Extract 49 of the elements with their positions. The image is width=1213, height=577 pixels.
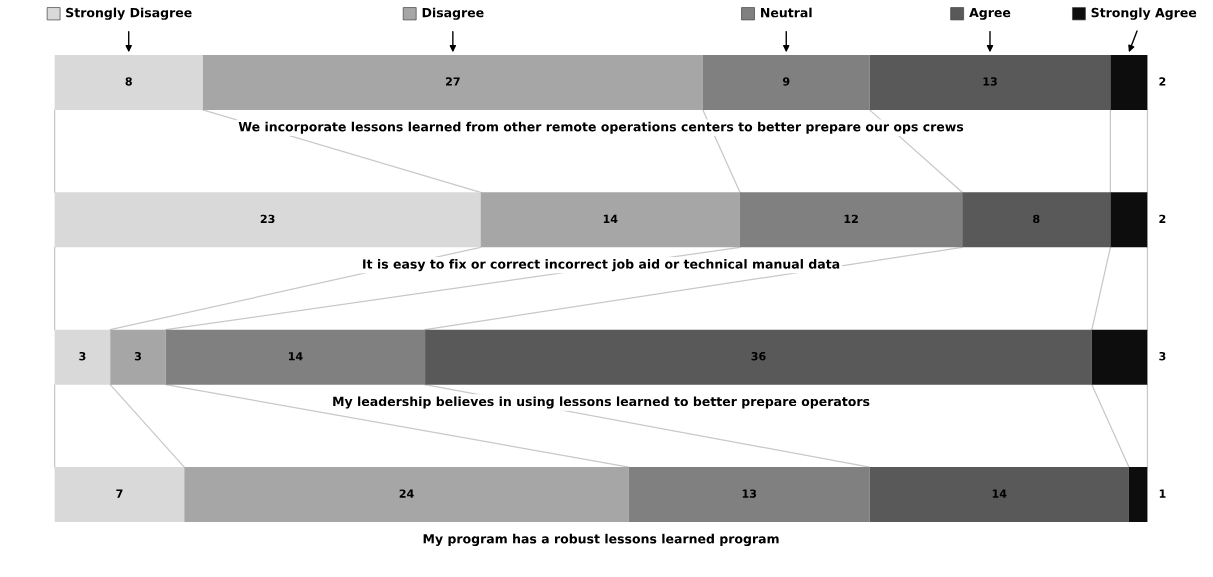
data-label: 9 — [782, 77, 790, 86]
bar — [202, 54, 703, 110]
data-label: 7 — [116, 489, 123, 498]
bar — [184, 467, 629, 523]
bar — [54, 329, 111, 385]
data-label: 14 — [603, 214, 618, 223]
bar — [869, 54, 1111, 110]
bar — [480, 192, 740, 248]
y-tick-label: It is easy to fix or correct incorrect job aid or technical manual data — [363, 259, 840, 272]
bar — [425, 329, 1092, 385]
data-label: 2 — [1159, 214, 1166, 223]
bar — [1110, 192, 1148, 248]
legend-label: Neutral — [761, 7, 812, 18]
bar — [110, 329, 166, 385]
data-label: 36 — [751, 352, 766, 361]
y-tick-label: My leadership believes in using lessons learned to better prepare operators — [333, 396, 870, 409]
legend-label: Strongly Agree — [1091, 7, 1197, 20]
bar — [739, 192, 963, 248]
bar — [1128, 467, 1148, 523]
data-label: 12 — [844, 214, 858, 223]
bar — [628, 467, 870, 523]
data-label: 23 — [260, 214, 275, 224]
data-label: 14 — [288, 352, 303, 361]
y-tick-label: We incorporate lessons learned from other remote operations centers to better prepare our ops crews — [238, 121, 964, 134]
data-label: 13 — [742, 489, 757, 498]
legend-label: Disagree — [422, 7, 484, 20]
data-label: 14 — [992, 489, 1007, 498]
legend-label: Strongly Disagree — [66, 7, 192, 20]
data-label: 1 — [1159, 489, 1166, 498]
data-label: 8 — [125, 77, 132, 86]
data-label: 2 — [1159, 77, 1166, 86]
data-label: 24 — [399, 489, 414, 498]
legend-label: Agree — [969, 7, 1011, 20]
data-label: 8 — [1033, 214, 1040, 224]
y-tick-label: My program has a robust lessons learned program — [423, 533, 779, 546]
bar — [54, 192, 481, 248]
data-label: 3 — [79, 352, 86, 361]
bar — [1091, 329, 1148, 385]
bar — [702, 54, 870, 110]
bar — [165, 329, 426, 385]
data-label: 3 — [134, 352, 141, 361]
data-label: 13 — [983, 77, 997, 86]
bar — [54, 467, 185, 523]
bar — [962, 192, 1111, 248]
bar — [54, 54, 203, 110]
bar — [1110, 54, 1148, 110]
bar — [869, 467, 1129, 523]
data-label: 27 — [446, 77, 460, 86]
data-label: 3 — [1159, 352, 1166, 361]
